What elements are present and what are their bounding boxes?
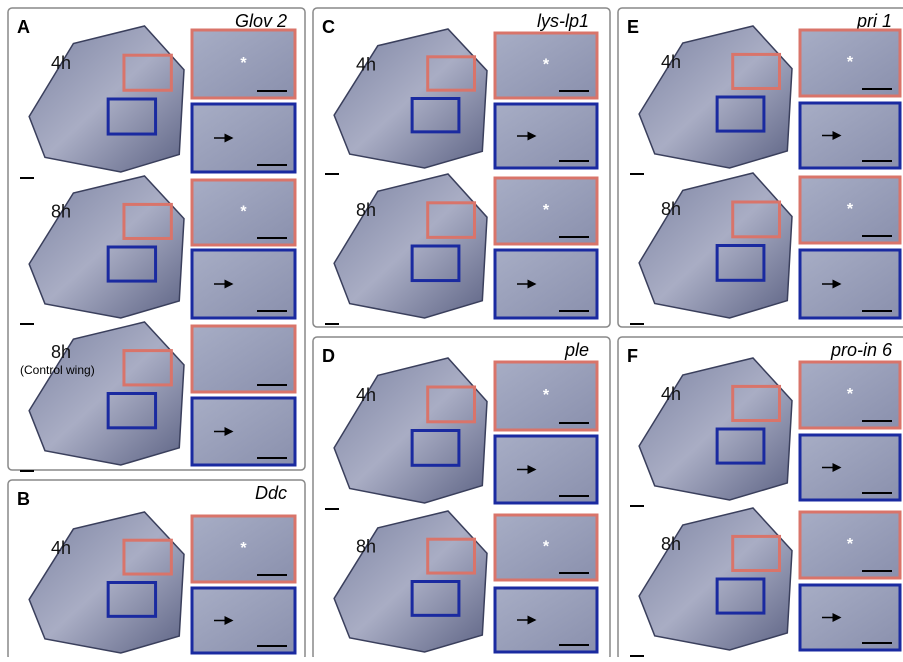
wing-image bbox=[334, 358, 487, 503]
panel-letter: E bbox=[627, 17, 639, 37]
wing-image bbox=[29, 176, 184, 318]
gene-name: pri 1 bbox=[856, 11, 892, 31]
asterisk: * bbox=[240, 540, 247, 557]
asterisk: * bbox=[543, 57, 550, 74]
time-label: 8h bbox=[661, 534, 681, 554]
time-label: 8h bbox=[661, 199, 681, 219]
blue-inset bbox=[800, 103, 900, 168]
gene-name: pro-in 6 bbox=[830, 340, 893, 360]
asterisk: * bbox=[847, 201, 854, 218]
gene-name: Glov 2 bbox=[235, 11, 287, 31]
wing-image bbox=[639, 173, 792, 318]
asterisk: * bbox=[543, 539, 550, 556]
row-note: (Control wing) bbox=[20, 363, 95, 377]
asterisk: * bbox=[847, 54, 854, 71]
time-label: 4h bbox=[51, 53, 71, 73]
gene-name: lys-lp1 bbox=[537, 11, 589, 31]
blue-inset bbox=[495, 104, 597, 168]
blue-inset bbox=[192, 588, 295, 653]
blue-inset bbox=[495, 588, 597, 652]
panel-letter: B bbox=[17, 489, 30, 509]
asterisk: * bbox=[847, 386, 854, 403]
wing-image bbox=[334, 511, 487, 652]
gene-name: ple bbox=[564, 340, 589, 360]
asterisk: * bbox=[543, 387, 550, 404]
blue-inset bbox=[495, 250, 597, 318]
figure: AGlov 24h*8h*8h(Control wing)BDdc4h*Clys… bbox=[0, 0, 903, 657]
wing-image bbox=[639, 358, 792, 500]
blue-inset bbox=[192, 250, 295, 318]
asterisk: * bbox=[240, 204, 247, 221]
red-inset bbox=[192, 326, 295, 392]
wing-image bbox=[334, 174, 487, 318]
time-label: 4h bbox=[356, 385, 376, 405]
blue-inset bbox=[800, 585, 900, 650]
gene-name: Ddc bbox=[255, 483, 287, 503]
asterisk: * bbox=[240, 55, 247, 72]
blue-inset bbox=[800, 435, 900, 500]
wing-image bbox=[639, 508, 792, 650]
time-label: 8h bbox=[356, 200, 376, 220]
blue-inset bbox=[192, 104, 295, 172]
time-label: 4h bbox=[661, 52, 681, 72]
panel-letter: C bbox=[322, 17, 335, 37]
time-label: 8h bbox=[51, 342, 71, 362]
time-label: 8h bbox=[51, 201, 71, 221]
asterisk: * bbox=[543, 202, 550, 219]
time-label: 4h bbox=[356, 54, 376, 74]
wing-image bbox=[29, 26, 184, 172]
blue-inset bbox=[192, 398, 295, 465]
blue-inset bbox=[495, 436, 597, 503]
wing-image bbox=[334, 29, 487, 168]
time-label: 4h bbox=[661, 384, 681, 404]
panel-letter: F bbox=[627, 346, 638, 366]
wing-image bbox=[29, 512, 184, 653]
panel-letter: D bbox=[322, 346, 335, 366]
panel-letter: A bbox=[17, 17, 30, 37]
blue-inset bbox=[800, 250, 900, 318]
time-label: 4h bbox=[51, 538, 71, 558]
time-label: 8h bbox=[356, 536, 376, 556]
asterisk: * bbox=[847, 536, 854, 553]
wing-image bbox=[639, 26, 792, 168]
